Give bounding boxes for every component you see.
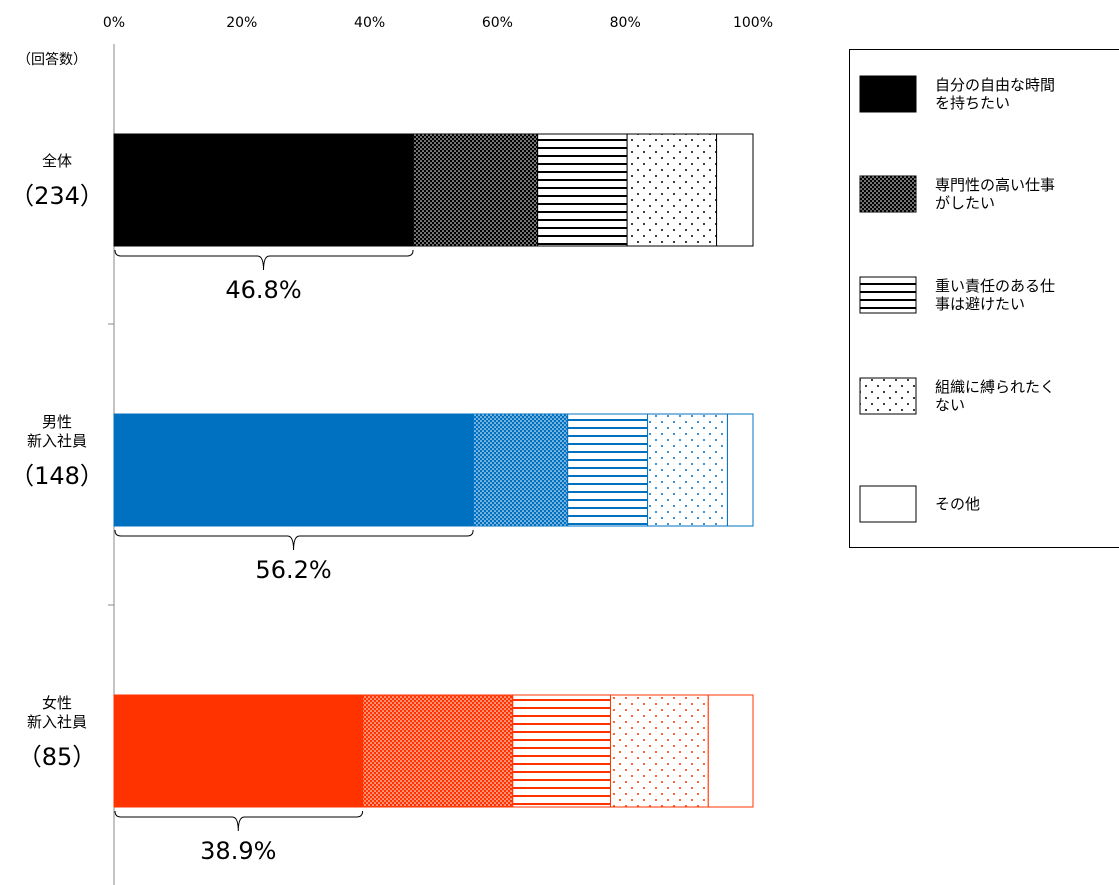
category-count: （148） <box>10 462 104 490</box>
legend-label: 重い責任のある仕 <box>935 277 1055 295</box>
bar-segment <box>113 413 474 527</box>
bar-segment <box>567 413 649 527</box>
x-tick-label: 80% <box>610 15 641 31</box>
legend-swatch <box>859 75 917 113</box>
bar-segment <box>412 133 539 247</box>
chart-axis: 0% 20% 40% 60% 80% 100% （回答数） <box>17 15 773 885</box>
bar-segment <box>472 413 569 527</box>
chart-legend: 自分の自由な時間を持ちたい専門性の高い仕事がしたい重い責任のある仕事は避けたい組… <box>849 49 1119 548</box>
legend-label: 事は避けたい <box>935 295 1025 313</box>
legend-swatch <box>859 175 917 213</box>
callouts: 46.8% 56.2% 38.9% <box>114 249 474 865</box>
chart-bars <box>113 133 754 808</box>
legend-label: 組織に縛られたく <box>935 378 1055 396</box>
x-tick-label: 0% <box>103 15 125 31</box>
legend-label: 自分の自由な時間 <box>935 76 1055 94</box>
bar-segment <box>537 133 628 247</box>
category-label: 新入社員 <box>27 432 87 450</box>
bar-segment <box>726 413 754 527</box>
legend-label: ない <box>935 396 965 414</box>
bar-segment <box>626 133 718 247</box>
bar-segment <box>113 694 364 808</box>
legend-swatch <box>859 485 917 523</box>
bar-segment <box>610 694 709 808</box>
legend-swatch <box>859 276 917 314</box>
legend-label: その他 <box>935 495 980 513</box>
legend-label: 専門性の高い仕事 <box>935 176 1055 194</box>
category-label: 女性 <box>42 694 72 712</box>
callout-bracket <box>114 249 414 271</box>
bar-segment <box>362 694 514 808</box>
legend-label: がしたい <box>935 194 995 212</box>
bar-segment <box>716 133 754 247</box>
x-tick-label: 60% <box>482 15 513 31</box>
bar-segment <box>512 694 612 808</box>
callout-label: 56.2% <box>255 556 331 584</box>
bar-segment <box>707 694 754 808</box>
legend-swatch <box>859 377 917 415</box>
category-count: （85） <box>18 743 97 771</box>
x-tick-label: 100% <box>733 15 773 31</box>
bar-segment <box>113 133 414 247</box>
category-count: （234） <box>10 182 104 210</box>
x-tick-label: 40% <box>354 15 385 31</box>
callout-label: 38.9% <box>200 837 276 865</box>
callout-bracket <box>114 529 474 551</box>
category-label: 全体 <box>42 152 72 170</box>
bar-segment <box>647 413 728 527</box>
y-axis-header: （回答数） <box>17 51 87 68</box>
category-label: 男性 <box>42 413 72 431</box>
x-tick-label: 20% <box>226 15 257 31</box>
category-label: 新入社員 <box>27 713 87 731</box>
callout-bracket <box>114 810 364 832</box>
callout-label: 46.8% <box>225 276 301 304</box>
legend-label: を持ちたい <box>935 94 1010 112</box>
